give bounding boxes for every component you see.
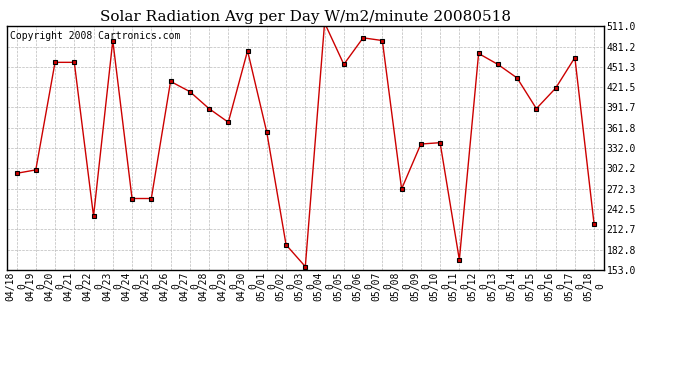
Text: Copyright 2008 Cartronics.com: Copyright 2008 Cartronics.com [10, 31, 180, 41]
Title: Solar Radiation Avg per Day W/m2/minute 20080518: Solar Radiation Avg per Day W/m2/minute … [100, 10, 511, 24]
